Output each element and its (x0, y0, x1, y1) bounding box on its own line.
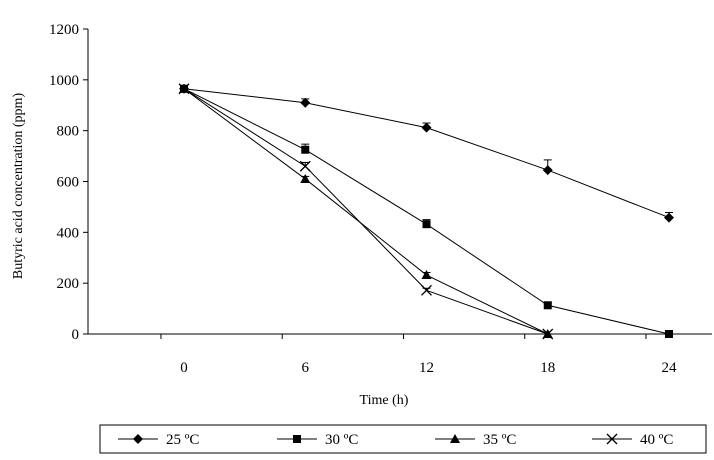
y-tick-label: 0 (72, 327, 80, 343)
y-tick-label: 200 (57, 276, 80, 292)
legend-marker (450, 434, 460, 443)
x-tick-label: 6 (302, 360, 310, 376)
series-x (178, 83, 554, 340)
data-point (421, 270, 432, 280)
marker-stroke (299, 160, 311, 172)
marker-stroke (606, 433, 618, 445)
legend-label: 25 ºC (166, 432, 199, 448)
y-axis: 0 200 400 600 800 1000 1200 (49, 22, 89, 343)
y-tick-label: 400 (57, 225, 80, 241)
marker-stroke (421, 284, 432, 296)
marker-stroke (178, 83, 190, 95)
data-point (421, 284, 432, 296)
legend: 25 ºC 30 ºC 35 ºC 40 ºC (99, 424, 707, 454)
x-axis: 0 6 12 18 24 (88, 333, 712, 376)
x-tick-label: 24 (662, 360, 678, 376)
series-line (183, 88, 548, 335)
y-axis-title: Butyric acid concentration (ppm) (11, 93, 26, 280)
data-point (542, 328, 554, 340)
series-line (183, 88, 548, 335)
y-tick-label: 1000 (49, 73, 79, 89)
series-diamond (179, 83, 674, 223)
legend-label: 30 ºC (325, 432, 358, 448)
data-point (422, 220, 431, 229)
marker-stroke (542, 328, 554, 340)
series-line (183, 88, 670, 219)
legend-label: 35 ºC (483, 432, 516, 448)
x-tick-label: 0 (180, 360, 188, 376)
x-tick-label: 12 (419, 360, 434, 376)
y-tick-label: 600 (57, 175, 80, 191)
data-point (542, 165, 553, 176)
legend-marker (133, 434, 143, 444)
data-point (300, 173, 311, 183)
data-point (300, 97, 311, 108)
legend-box (99, 424, 707, 454)
data-point (299, 160, 311, 172)
data-point (421, 122, 432, 133)
legend-label: 40 ºC (640, 432, 673, 448)
data-point (664, 212, 674, 223)
y-tick-label: 800 (57, 124, 80, 140)
x-axis-title: Time (h) (360, 393, 409, 408)
series-layer (178, 83, 674, 340)
legend-marker (293, 435, 301, 443)
data-point (665, 330, 673, 338)
data-point (543, 301, 552, 310)
legend-marker (606, 433, 618, 445)
x-tick-label: 18 (540, 360, 555, 376)
data-point (301, 145, 310, 154)
data-point (178, 83, 190, 95)
y-tick-label: 1200 (49, 22, 79, 38)
